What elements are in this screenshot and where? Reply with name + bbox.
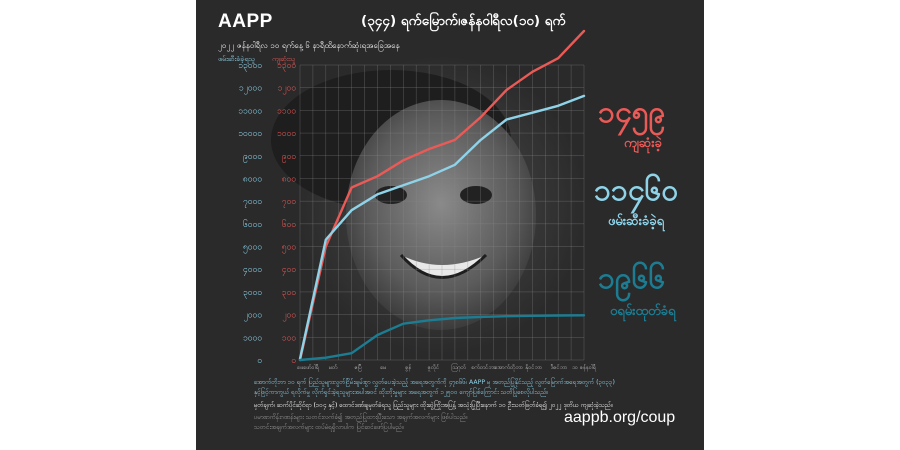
footer-note-2: နှင့်ဖြင့်ကာကွယ် ရလိုက်မှု လိုက်ရှင်းခဲ့…	[254, 389, 549, 396]
y-tick-label-killed: ၈၀၀	[282, 174, 296, 184]
warrant-total: ၁၉၆၆	[598, 261, 666, 296]
series-line	[298, 314, 586, 362]
y-tick-label-killed: ၂၀၀	[282, 311, 296, 322]
y-tick-label-arrested: ၁၀၀၀၀	[238, 129, 262, 139]
y-tick-label-killed: ၁၃၀၀	[277, 61, 296, 72]
y-tick-label-arrested: ၁၃၀၀၀	[238, 61, 262, 72]
y-tick-label-arrested: ၇၀၀၀	[243, 197, 262, 208]
aapp-logo: AAPP	[218, 11, 273, 32]
footer-note-5: သတင်းအချက်အလက်များ ထပ်မံရရှိလာပါက ပြင်ဆင…	[254, 424, 404, 431]
y-axis-labels: ၀၀၁၀၀၀ ၁၀၀၂၀၀၀ ၂၀၀၃၀၀၀ ၃၀၀၄၀၀၀ ၄၀၀၅၀၀၀ ၅၀၀၆၀၀…	[238, 61, 296, 366]
y-tick-label-killed: ၀	[291, 356, 296, 366]
killed-label: ကျဆုံးခဲ့	[624, 136, 662, 151]
infographic-poster: ၀၀၁၀၀၀ ၁၀၀ ၂၀၀၀ ၂၀၀ ၃၀၀၀ ၃၀၀ ၄၀၀၀ ၄၀၀ ၅၀၀၀ ၅၀၀ ၆၀၀…	[196, 0, 704, 450]
y-tick-label-arrested: ၀	[257, 356, 262, 366]
arrested-total: ၁၁၄၆၀	[594, 173, 679, 208]
chart-grid	[299, 64, 585, 361]
x-tick-label: ဖေဖော်ဝါရီ	[297, 363, 320, 372]
footer-note-3: မှတ်ချက်၊ ဆက်ပိုင်ဆိုင်ရာ (၁၀၄ နှင့်) ထေ…	[254, 402, 613, 409]
x-tick-label: ဇွန်	[405, 363, 411, 372]
status-subhead: ၂၀၂၂ ဇန်နဝါရီလ ၁၀ ရက်နေ့ ၆ နာရီထိနောက်ဆု…	[218, 41, 400, 50]
y-tick-label-arrested: ၁၁၀၀၀	[238, 106, 262, 116]
y-tick-label-arrested: ၄၀၀၀	[243, 265, 262, 276]
x-tick-label: စက်တင်ဘာ	[471, 363, 495, 371]
x-tick-label: ဒီဇင်ဘာ	[551, 363, 568, 371]
y-tick-label-killed: ၇၀၀	[282, 197, 296, 208]
series-lines	[298, 29, 586, 362]
y-tick-label-killed: ၁၁၀၀	[277, 106, 296, 116]
x-tick-label: ဧပြီ	[355, 363, 362, 372]
killed-total: ၁၄၅၉	[598, 95, 666, 130]
y-tick-label-arrested: ၁၂၀၀၀	[239, 84, 262, 95]
y-tick-label-arrested: ၈၀၀၀	[243, 174, 262, 184]
footer-note-1: အောက်တိုဘာ ၁၀ ရက် ပြည်သူများလွတ်ငြိမ်းချ…	[254, 379, 615, 386]
x-tick-label: ဇူလိုင်	[428, 363, 439, 372]
x-tick-label: မတ်	[329, 363, 338, 371]
y-tick-label-killed: ၆၀၀	[282, 219, 296, 230]
footer-note-4: ပမာဏကိန်းဂဏန်းများ သတင်းလက်ခံ၍ အတည်ပြုထာ…	[254, 414, 468, 421]
website-url: aappb.org/coup	[564, 409, 676, 426]
line-chart: ၀၀၁၀၀၀ ၁၀၀၂၀၀၀ ၂၀၀၃၀၀၀ ၃၀၀၄၀၀၀ ၄၀၀၅၀၀၀ ၅၀၀၆၀၀…	[238, 29, 597, 372]
y-tick-label-killed: ၁၂၀၀	[277, 84, 296, 95]
y-tick-label-arrested: ၅၀၀၀	[243, 243, 262, 254]
y-tick-label-killed: ၁၀၀၀	[277, 129, 296, 139]
y-tick-label-arrested: ၆၀၀၀	[243, 219, 262, 230]
y-tick-label-killed: ၅၀၀	[282, 243, 296, 254]
background-portrait	[271, 55, 586, 355]
x-tick-label: နိုဝင်ဘာ	[526, 363, 543, 372]
y-tick-label-arrested: ၉၀၀၀	[243, 152, 262, 163]
y-tick-label-killed: ၃၀၀	[282, 288, 296, 299]
arrested-label: ဖမ်းဆီးခံခဲ့ရ	[608, 214, 665, 229]
x-axis-labels: ဖေဖော်ဝါရီ မတ် ဧပြီ မေ ဇွန် ဇူလိုင် ဩဂုတ် စက်တင…	[297, 362, 597, 372]
y-tick-label-killed: ၉၀၀	[282, 152, 296, 163]
x-tick-label: ဩဂုတ်	[451, 362, 466, 372]
y-tick-label-killed: ၁၀၀	[282, 333, 296, 343]
x-tick-label: အောက်တိုဘာ	[495, 363, 523, 372]
series-line	[298, 29, 586, 362]
headline: (၃၄၄) ရက်မြောက်၊ဇန်နဝါရီလ(၁၀) ရက်	[361, 13, 566, 29]
y-tick-label-killed: ၄၀၀	[282, 265, 296, 276]
y-tick-label-arrested: ၃၀၀၀	[243, 288, 262, 299]
arrested-axis-title: ဖမ်းဆီးခံခဲ့ရသူ	[218, 55, 255, 63]
killed-axis-title: ကျဆုံးသူ	[272, 55, 296, 63]
y-tick-label-arrested: ၁၀၀၀	[243, 333, 262, 343]
x-tick-label: ၁၀ ဇန်နဝါရီ	[572, 363, 597, 372]
x-tick-label: မေ	[380, 365, 386, 371]
warrant-label: ဝရမ်းထုတ်ခံရ	[610, 304, 676, 319]
series-line	[298, 94, 586, 361]
y-tick-label-arrested: ၂၀၀၀	[243, 311, 262, 322]
